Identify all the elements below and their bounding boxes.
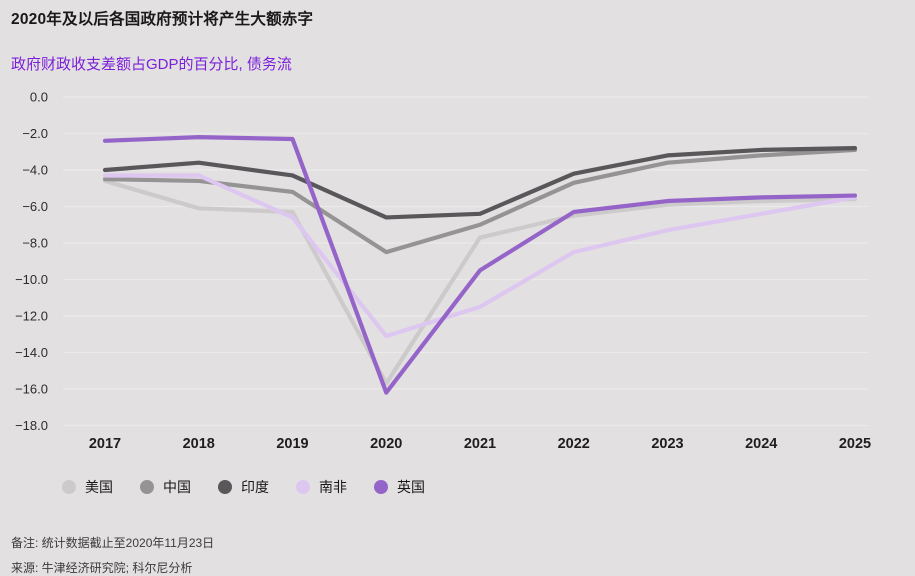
y-axis-tick-label: −10.0 — [15, 272, 48, 287]
legend-label-china: 中国 — [163, 479, 191, 495]
x-axis-tick-label: 2017 — [89, 436, 121, 452]
legend-label-us: 美国 — [85, 479, 113, 495]
legend-label-india: 印度 — [241, 479, 269, 495]
legend-swatch-india — [218, 480, 232, 494]
x-axis-tick-label: 2024 — [745, 436, 777, 452]
chart-subtitle: 政府财政收支差额占GDP的百分比, 债务流 — [11, 56, 292, 73]
series-line-south-africa — [102, 173, 858, 339]
x-axis-tick-label: 2025 — [839, 436, 871, 452]
legend-swatch-china — [140, 480, 154, 494]
footnote-data-cutoff: 备注: 统计数据截止至2020年11月23日 — [11, 536, 215, 550]
legend-item-india: 印度 — [218, 477, 269, 497]
legend-swatch-us — [62, 480, 76, 494]
y-axis-tick-label: −16.0 — [15, 382, 48, 397]
x-axis-tick-label: 2018 — [183, 436, 215, 452]
legend-label-south-africa: 南非 — [319, 479, 347, 495]
y-axis-tick-label: −12.0 — [15, 309, 48, 324]
y-axis-tick-label: −14.0 — [15, 345, 48, 360]
footnote-source: 来源: 牛津经济研究院; 科尔尼分析 — [11, 561, 193, 575]
legend-label-uk: 英国 — [397, 479, 425, 495]
chart-title: 2020年及以后各国政府预计将产生大额赤字 — [11, 11, 314, 28]
x-axis-tick-label: 2023 — [651, 436, 683, 452]
y-axis-tick-label: −6.0 — [22, 199, 48, 214]
legend-swatch-south-africa — [296, 480, 310, 494]
legend-item-south-africa: 南非 — [296, 477, 347, 497]
line-chart-plot-area: 0.0 −2.0 −4.0 −6.0 −8.0 −10.0 −12.0 −14.0 −16.0 −… — [15, 90, 871, 453]
series-line-us — [102, 178, 858, 386]
legend-swatch-uk — [374, 480, 388, 494]
x-axis-tick-label: 2021 — [464, 436, 496, 452]
x-axis-tick-label: 2019 — [276, 436, 308, 452]
legend-item-us: 美国 — [62, 477, 113, 497]
legend-item-uk: 英国 — [374, 477, 425, 497]
x-axis-tick-label: 2022 — [558, 436, 590, 452]
y-axis-tick-label: −18.0 — [15, 418, 48, 433]
legend-item-china: 中国 — [140, 477, 191, 497]
y-axis-tick-label: −8.0 — [22, 236, 48, 251]
chart-legend: 美国 中国 印度 南非 英国 — [62, 477, 425, 497]
x-axis-tick-label: 2020 — [370, 436, 402, 452]
y-axis-tick-label: −4.0 — [22, 163, 48, 178]
y-axis-tick-label: −2.0 — [22, 126, 48, 141]
series-line-india — [102, 146, 858, 220]
series-line-china — [102, 147, 858, 255]
y-axis-tick-label: 0.0 — [30, 90, 48, 105]
series-line-uk — [102, 135, 858, 395]
